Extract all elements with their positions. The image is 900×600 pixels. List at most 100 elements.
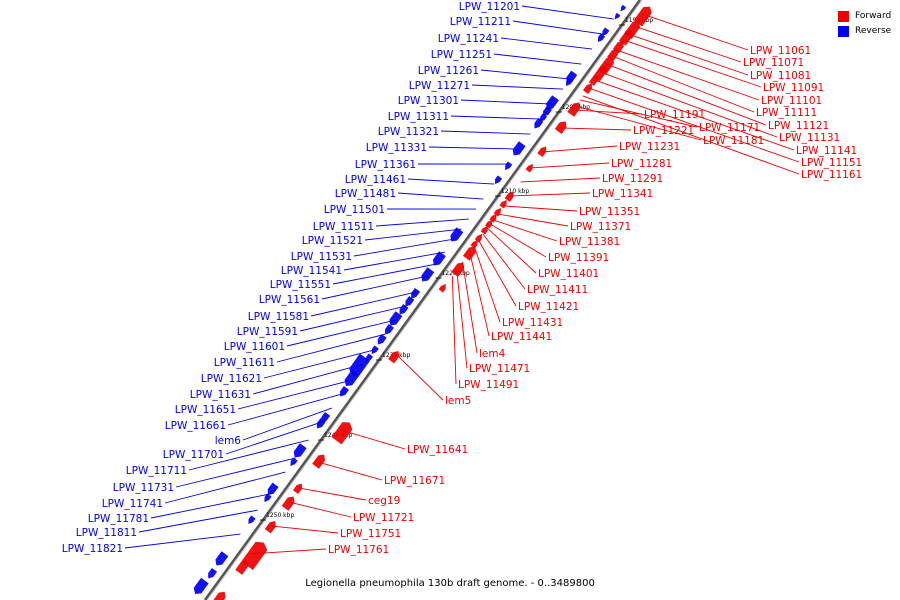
reverse-gene-block — [534, 117, 544, 129]
forward-leader-line — [250, 548, 327, 555]
forward-leader-line — [473, 245, 501, 323]
reverse-leader-line — [252, 363, 364, 395]
reverse-gene-block — [421, 267, 435, 282]
forward-gene-block — [504, 191, 514, 203]
reverse-gene-label: LPW_11261 — [418, 65, 479, 77]
reverse-leader-line — [286, 319, 396, 347]
reverse-gene-label: LPW_11361 — [355, 159, 416, 171]
reverse-gene-label: LPW_11741 — [102, 498, 163, 510]
reverse-gene-block — [344, 369, 360, 386]
forward-gene-block — [292, 483, 302, 495]
forward-leader-line — [627, 33, 749, 76]
forward-gene-label: LPW_11401 — [538, 268, 599, 280]
forward-gene-label: LPW_11061 — [750, 45, 811, 57]
forward-leader-line — [486, 227, 537, 274]
forward-leader-line — [600, 71, 778, 138]
tick-label: 1210 kbp — [501, 188, 529, 195]
genome-backbone-highlight — [206, 0, 643, 600]
reverse-gene-block — [316, 417, 326, 429]
forward-leader-line — [510, 192, 591, 197]
reverse-leader-line — [397, 192, 484, 200]
forward-gene-label: LPW_11761 — [328, 544, 389, 556]
forward-leader-line — [559, 127, 632, 131]
forward-gene-label: LPW_11121 — [768, 120, 829, 132]
reverse-gene-block — [371, 345, 379, 355]
reverse-gene-block — [385, 323, 395, 335]
forward-gene-label: LPW_11141 — [796, 145, 857, 157]
reverse-leader-line — [343, 251, 445, 271]
forward-gene-label: LPW_11671 — [384, 475, 445, 487]
reverse-gene-label: LPW_11271 — [409, 80, 470, 92]
reverse-gene-block — [193, 577, 209, 594]
reverse-leader-line — [124, 533, 241, 549]
reverse-leader-line — [138, 509, 258, 533]
reverse-leader-line — [512, 20, 603, 35]
reverse-gene-block — [597, 33, 606, 43]
reverse-leader-line — [407, 178, 495, 185]
forward-leader-line — [633, 25, 742, 63]
forward-gene-label: LPW_11221 — [633, 125, 694, 137]
reverse-leader-line — [353, 238, 455, 257]
reverse-gene-block — [505, 161, 513, 171]
forward-gene-block — [235, 560, 249, 575]
reverse-leader-line — [299, 305, 406, 332]
reverse-gene-label: LPW_11481 — [335, 188, 396, 200]
forward-gene-label: ceg19 — [368, 495, 400, 507]
reverse-gene-label: LPW_11611 — [214, 357, 275, 369]
forward-leader-line — [451, 275, 457, 385]
reverse-gene-block — [450, 227, 464, 242]
reverse-gene-label: LPW_11521 — [302, 235, 363, 247]
forward-gene-label: LPW_11231 — [619, 141, 680, 153]
map-caption: Legionella pneumophila 130b draft genome… — [305, 578, 595, 589]
reverse-leader-line — [242, 407, 332, 441]
legend-item-reverse: Reverse — [838, 24, 891, 39]
forward-gene-layer: LPW_11061LPW_11071LPW_11081LPW_11091LPW_… — [213, 6, 862, 600]
forward-gene-label: LPW_11111 — [756, 107, 817, 119]
reverse-gene-label: LPW_11551 — [270, 279, 331, 291]
forward-gene-block — [582, 83, 592, 95]
forward-gene-block — [213, 591, 226, 600]
reverse-gene-block — [389, 311, 403, 326]
legend-item-forward: Forward — [838, 9, 891, 24]
forward-leader-line — [271, 525, 339, 534]
reverse-leader-line — [237, 379, 353, 410]
reverse-leader-line — [471, 84, 564, 90]
forward-gene-label: LPW_11411 — [527, 284, 588, 296]
reverse-gene-label: LPW_11621 — [201, 373, 262, 385]
forward-leader-line — [611, 55, 755, 113]
reverse-leader-line — [263, 349, 374, 379]
reverse-gene-label: lem6 — [215, 435, 242, 447]
reverse-gene-label: LPW_11461 — [345, 174, 406, 186]
forward-leader-line — [542, 145, 618, 153]
reverse-leader-line — [227, 393, 343, 426]
forward-gene-label: LPW_11421 — [518, 301, 579, 313]
forward-gene-label: LPW_11081 — [750, 70, 811, 82]
reverse-gene-label: LPW_11811 — [76, 527, 137, 539]
reverse-gene-label: LPW_11701 — [163, 449, 224, 461]
forward-gene-label: LPW_11091 — [763, 82, 824, 94]
forward-leader-line — [520, 177, 601, 183]
reverse-gene-label: LPW_11821 — [62, 543, 123, 555]
reverse-leader-line — [276, 333, 386, 363]
forward-gene-label: LPW_11721 — [353, 512, 414, 524]
forward-leader-line — [623, 39, 762, 88]
forward-gene-label: LPW_11471 — [469, 363, 530, 375]
reverse-gene-label: LPW_11731 — [113, 482, 174, 494]
reverse-gene-block — [602, 27, 610, 37]
reverse-gene-block — [432, 251, 446, 266]
forward-gene-label: LPW_11281 — [611, 158, 672, 170]
forward-leader-line — [594, 79, 795, 151]
reverse-gene-label: LPW_11321 — [378, 126, 439, 138]
tick-label: 1250 kbp — [266, 512, 294, 519]
reverse-leader-line — [150, 493, 270, 519]
reverse-gene-block — [264, 493, 272, 503]
forward-gene-label: LPW_11071 — [743, 57, 804, 69]
forward-leader-line — [530, 162, 610, 169]
forward-gene-label: lem4 — [479, 348, 506, 360]
legend-label-reverse: Reverse — [855, 26, 892, 36]
forward-gene-block — [480, 225, 488, 235]
forward-gene-block — [537, 146, 547, 158]
reverse-leader-line — [493, 53, 582, 65]
forward-gene-label: LPW_11101 — [761, 95, 822, 107]
legend: Forward Reverse — [838, 9, 891, 39]
